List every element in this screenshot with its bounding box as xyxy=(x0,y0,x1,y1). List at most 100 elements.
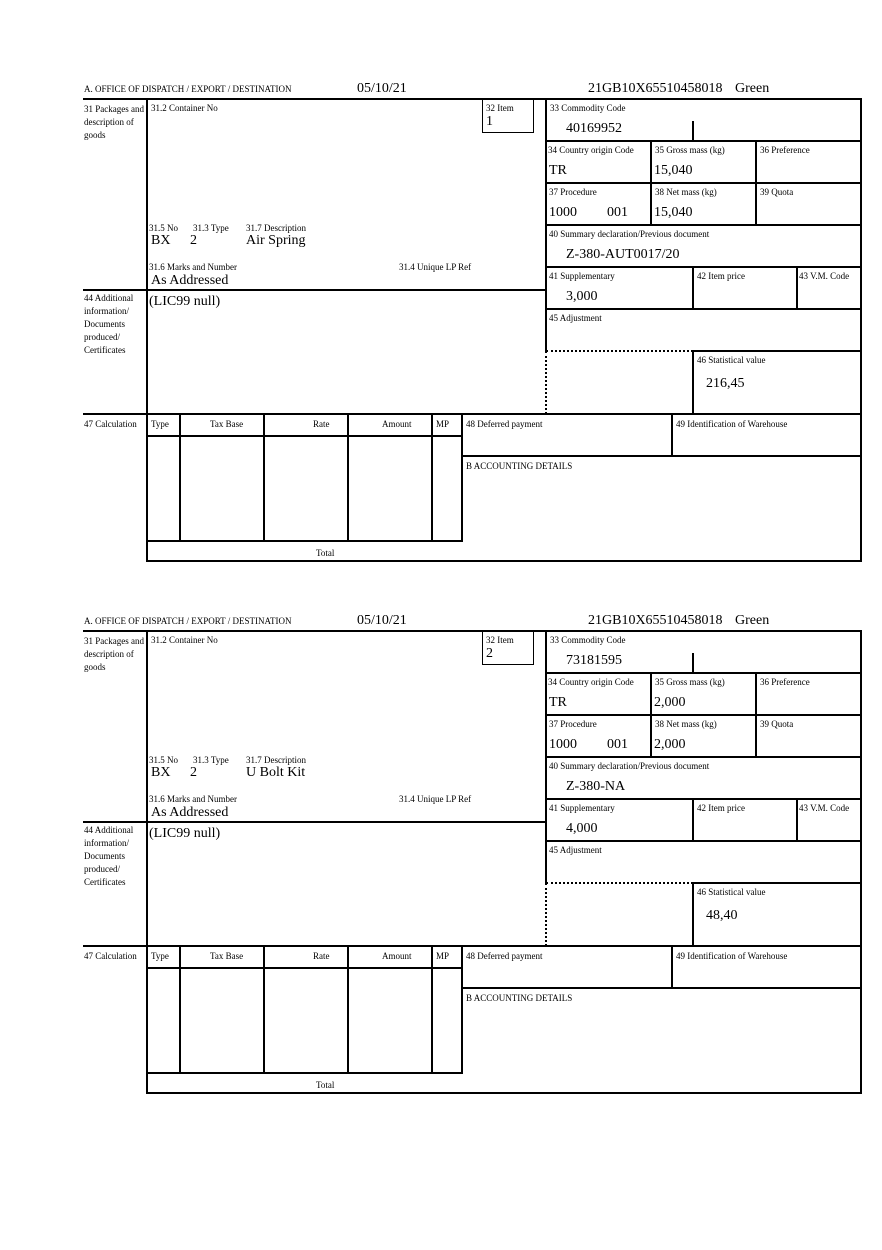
net-mass: 2,000 xyxy=(654,737,686,752)
divider xyxy=(146,435,463,437)
divider xyxy=(692,653,694,673)
divider xyxy=(83,98,862,100)
divider xyxy=(692,266,694,308)
label-41: 41 Supplementary xyxy=(549,271,615,281)
label-36: 36 Preference xyxy=(760,677,810,687)
gross-mass: 2,000 xyxy=(654,695,686,710)
divider xyxy=(146,560,862,562)
item-box xyxy=(482,98,534,133)
divider xyxy=(650,672,652,756)
divider xyxy=(83,630,862,632)
divider xyxy=(545,714,861,716)
divider xyxy=(146,540,463,542)
label-44: 44 Additional information/ Documents pro… xyxy=(84,293,134,355)
label-42: 42 Item price xyxy=(697,803,745,813)
label-35: 35 Gross mass (kg) xyxy=(655,677,725,687)
label-47: 47 Calculation xyxy=(84,951,137,961)
label-32: 32 Item xyxy=(486,103,514,113)
divider xyxy=(692,798,694,840)
column-type: Type xyxy=(151,419,169,429)
package-no: BX xyxy=(151,233,171,248)
divider xyxy=(545,266,861,268)
column-type: Type xyxy=(151,951,169,961)
office-header: A. OFFICE OF DISPATCH / EXPORT / DESTINA… xyxy=(84,616,292,626)
divider xyxy=(83,413,862,415)
label-31-4: 31.4 Unique LP Ref xyxy=(399,794,472,804)
reference-number: 21GB10X65510458018 xyxy=(588,613,723,628)
label-35: 35 Gross mass (kg) xyxy=(655,145,725,155)
divider xyxy=(146,98,148,562)
label-accounting-details: B ACCOUNTING DETAILS xyxy=(466,993,573,1003)
procedure-code: 1000 xyxy=(549,205,577,220)
total-label: Total xyxy=(316,548,335,558)
label-49: 49 Identification of Warehouse xyxy=(676,419,788,429)
divider xyxy=(671,413,673,456)
column-mp: MP xyxy=(436,951,450,961)
label-39: 39 Quota xyxy=(760,187,794,197)
label-43: 43 V.M. Code xyxy=(799,271,850,281)
divider xyxy=(545,140,861,142)
divider xyxy=(461,413,463,541)
item-number: 2 xyxy=(486,646,493,661)
summary-declaration: Z-380-AUT0017/20 xyxy=(566,247,680,262)
divider xyxy=(546,350,693,352)
label-31-7: 31.7 Description xyxy=(246,223,306,233)
statistical-value: 216,45 xyxy=(706,376,745,391)
divider xyxy=(347,413,349,541)
label-38: 38 Net mass (kg) xyxy=(655,719,717,729)
divider xyxy=(755,672,757,756)
column-rate: Rate xyxy=(313,951,330,961)
divider xyxy=(461,455,861,457)
date: 05/10/21 xyxy=(357,613,407,628)
procedure-additional: 001 xyxy=(607,737,628,752)
route-status: Green xyxy=(735,613,770,628)
label-42: 42 Item price xyxy=(697,271,745,281)
label-38: 38 Net mass (kg) xyxy=(655,187,717,197)
divider xyxy=(263,945,265,1073)
column-amount: Amount xyxy=(382,419,412,429)
office-header: A. OFFICE OF DISPATCH / EXPORT / DESTINA… xyxy=(84,84,292,94)
divider xyxy=(545,308,861,310)
label-31-2: 31.2 Container No xyxy=(151,635,218,645)
divider xyxy=(83,945,862,947)
label-31-6: 31.6 Marks and Number xyxy=(149,794,237,804)
label-31-5: 31.5 No xyxy=(149,223,178,233)
label-47: 47 Calculation xyxy=(84,419,137,429)
divider xyxy=(692,882,694,946)
divider xyxy=(546,882,693,884)
label-46: 46 Statistical value xyxy=(697,355,766,365)
goods-description: Air Spring xyxy=(246,233,306,248)
label-41: 41 Supplementary xyxy=(549,803,615,813)
label-31-6: 31.6 Marks and Number xyxy=(149,262,237,272)
divider xyxy=(796,798,798,840)
divider xyxy=(545,883,547,946)
label-31-3: 31.3 Type xyxy=(193,223,229,233)
divider xyxy=(431,413,433,541)
column-rate: Rate xyxy=(313,419,330,429)
divider xyxy=(179,945,181,1073)
divider xyxy=(146,967,463,969)
procedure-additional: 001 xyxy=(607,205,628,220)
label-31-4: 31.4 Unique LP Ref xyxy=(399,262,472,272)
divider xyxy=(545,224,861,226)
divider xyxy=(650,140,652,224)
divider xyxy=(146,1092,862,1094)
divider xyxy=(83,289,547,291)
reference-number: 21GB10X65510458018 xyxy=(588,81,723,96)
label-31-7: 31.7 Description xyxy=(246,755,306,765)
procedure-code: 1000 xyxy=(549,737,577,752)
label-34: 34 Country origin Code xyxy=(548,677,634,687)
label-34: 34 Country origin Code xyxy=(548,145,634,155)
label-32: 32 Item xyxy=(486,635,514,645)
customs-item-form-2: A. OFFICE OF DISPATCH / EXPORT / DESTINA… xyxy=(0,613,882,1103)
marks-and-number: As Addressed xyxy=(151,805,229,820)
divider xyxy=(860,98,862,562)
net-mass: 15,040 xyxy=(654,205,693,220)
item-box xyxy=(482,630,534,665)
label-43: 43 V.M. Code xyxy=(799,803,850,813)
divider xyxy=(179,413,181,541)
label-37: 37 Procedure xyxy=(549,719,597,729)
commodity-code: 73181595 xyxy=(566,653,622,668)
goods-description: U Bolt Kit xyxy=(246,765,306,780)
divider xyxy=(263,413,265,541)
